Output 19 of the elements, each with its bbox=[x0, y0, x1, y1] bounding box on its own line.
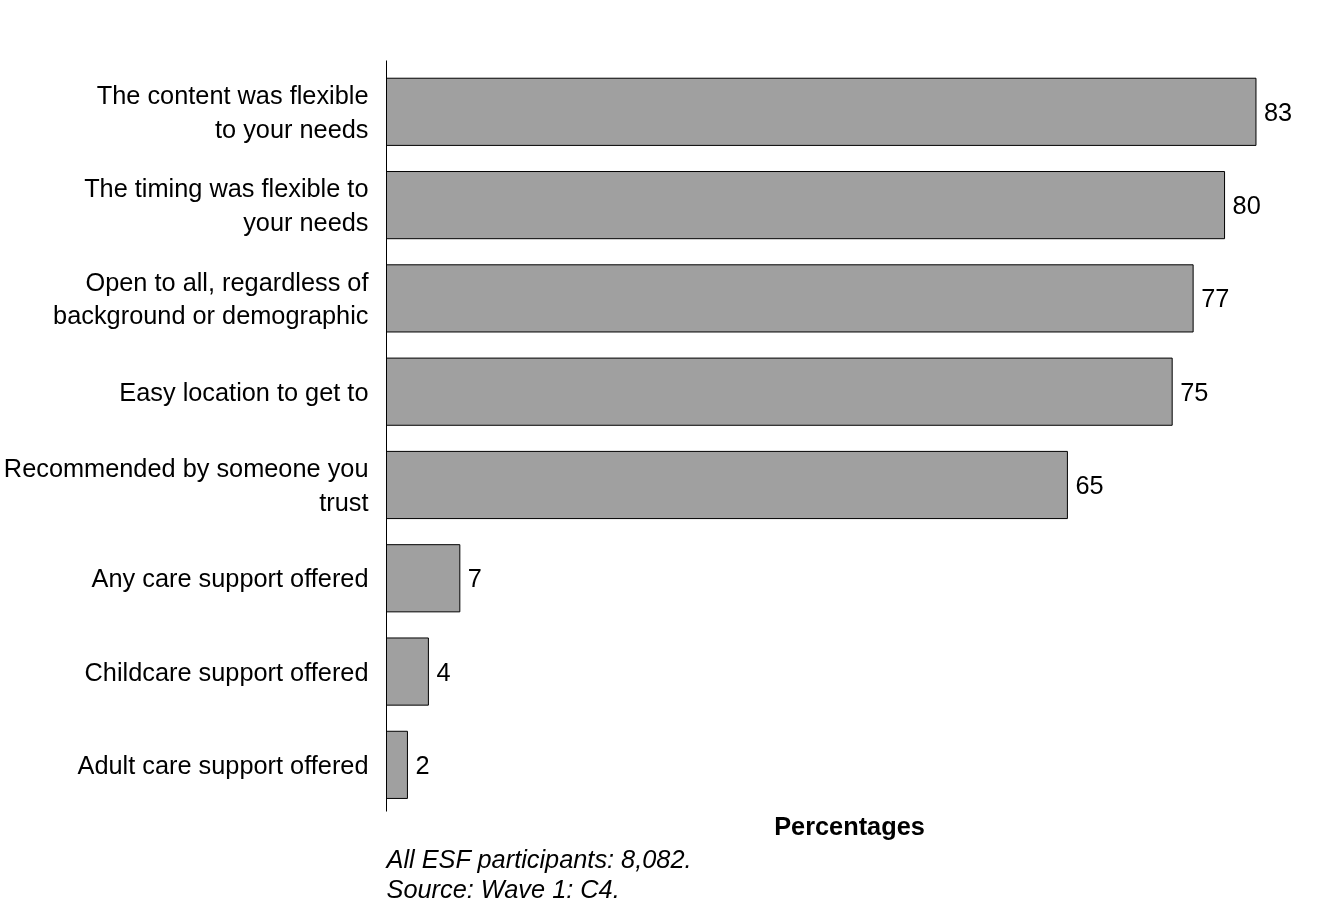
y-tick-label: The timing was flexible to your needs bbox=[84, 174, 369, 236]
y-tick-label: Adult care support offered bbox=[77, 750, 369, 779]
text: All ESF participants: 8,082. bbox=[384, 844, 692, 873]
x-axis-title: Percentages bbox=[774, 811, 925, 840]
y-tick-label: Any care support offered bbox=[91, 564, 369, 593]
data-label: 75 bbox=[1180, 377, 1209, 406]
data-label: 83 bbox=[1263, 97, 1293, 126]
data-label: 4 bbox=[436, 657, 451, 686]
y-tick-label: Recommended by someone you trust bbox=[3, 454, 369, 516]
source-note: Source: Wave 1: C4. bbox=[386, 874, 620, 903]
y-tick-label: Open to all, regardless of background or demographic bbox=[53, 267, 370, 330]
y-tick-label: Childcare support offered bbox=[84, 657, 369, 686]
data-label: 65 bbox=[1075, 470, 1104, 499]
data-label: 2 bbox=[415, 750, 430, 779]
data-label: 77 bbox=[1201, 284, 1230, 313]
data-label: 7 bbox=[467, 564, 482, 593]
y-tick-label: Easy location to get to bbox=[119, 377, 369, 406]
data-label: 80 bbox=[1232, 191, 1261, 220]
y-tick-label: The content was flexible to your needs bbox=[96, 81, 369, 143]
